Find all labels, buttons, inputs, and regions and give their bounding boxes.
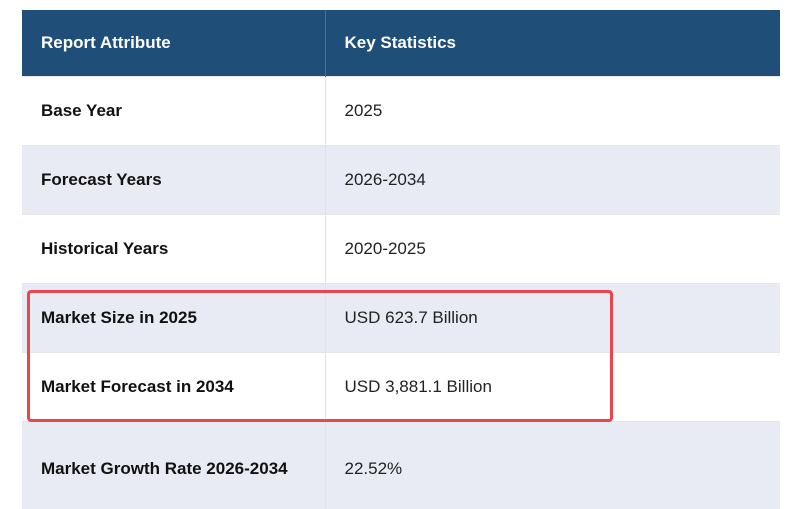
attribute-cell: Forecast Years (22, 145, 326, 215)
table-row-market-size: Market Size in 2025 USD 623.7 Billion (22, 283, 780, 353)
header-key-statistics: Key Statistics (325, 10, 780, 77)
attribute-cell: Historical Years (22, 214, 326, 284)
table-row-market-forecast: Market Forecast in 2034 USD 3,881.1 Bill… (22, 352, 780, 422)
attribute-cell: Base Year (22, 76, 326, 146)
attribute-cell: Market Size in 2025 (22, 283, 326, 353)
value-cell: 2025 (325, 76, 780, 146)
table-body: Base Year 2025 Forecast Years 2026-2034 … (22, 76, 780, 509)
table-row-growth-rate: Market Growth Rate 2026-2034 22.52% (22, 421, 780, 509)
value-cell: 2026-2034 (325, 145, 780, 215)
value-cell: USD 3,881.1 Billion (325, 352, 780, 422)
table-row-base-year: Base Year 2025 (22, 76, 780, 146)
value-cell: 2020-2025 (325, 214, 780, 284)
value-cell: 22.52% (325, 421, 780, 509)
header-row: Report Attribute Key Statistics (22, 10, 780, 77)
report-table-container: Report Attribute Key Statistics Base Yea… (22, 10, 780, 509)
attribute-cell: Market Growth Rate 2026-2034 (22, 421, 326, 509)
table-header: Report Attribute Key Statistics (22, 10, 780, 77)
report-table: Report Attribute Key Statistics Base Yea… (22, 10, 780, 509)
value-cell: USD 623.7 Billion (325, 283, 780, 353)
header-report-attribute: Report Attribute (22, 10, 326, 77)
attribute-cell: Market Forecast in 2034 (22, 352, 326, 422)
table-row-historical-years: Historical Years 2020-2025 (22, 214, 780, 284)
table-row-forecast-years: Forecast Years 2026-2034 (22, 145, 780, 215)
